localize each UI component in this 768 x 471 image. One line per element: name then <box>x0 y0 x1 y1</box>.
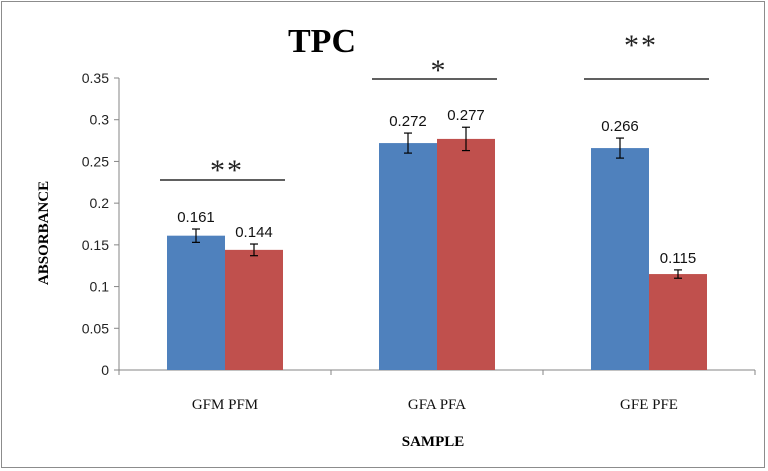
data-label: 0.266 <box>601 118 639 135</box>
plot-area: 0 0.05 0.1 0.15 0.2 0.25 0.3 0.35 GFM PFM GFA PFA… <box>82 29 756 413</box>
data-label: 0.115 <box>660 250 696 267</box>
bar <box>225 249 283 370</box>
bar <box>649 274 707 370</box>
data-label: 0.161 <box>177 209 215 226</box>
y-tick-label: 0 <box>101 362 109 378</box>
y-tick-label: 0.05 <box>82 320 109 336</box>
y-tick-label: 0.25 <box>82 153 109 169</box>
significance-marker: ** <box>624 29 658 62</box>
significance-marker: * <box>431 54 448 87</box>
x-category-label: GFA PFA <box>408 397 466 413</box>
bar <box>591 148 649 370</box>
y-tick-label: 0.35 <box>82 70 109 86</box>
x-category-label: GFE PFE <box>620 397 678 413</box>
chart-title: TPC <box>288 23 356 60</box>
y-tick-label: 0.15 <box>82 237 109 253</box>
data-label: 0.144 <box>235 224 273 241</box>
x-category-label: GFM PFM <box>192 397 258 413</box>
y-tick-label: 0.3 <box>90 112 110 128</box>
y-tick-label: 0.2 <box>90 195 110 211</box>
bar <box>437 138 495 370</box>
bar <box>167 235 225 370</box>
significance-marker: ** <box>210 154 244 187</box>
data-label: 0.272 <box>389 113 427 130</box>
bar <box>379 143 437 370</box>
data-label: 0.277 <box>447 107 485 124</box>
y-tick-label: 0.1 <box>90 279 110 295</box>
y-axis-title: ABSORBANCE <box>36 181 52 285</box>
x-axis-title: SAMPLE <box>402 434 465 450</box>
